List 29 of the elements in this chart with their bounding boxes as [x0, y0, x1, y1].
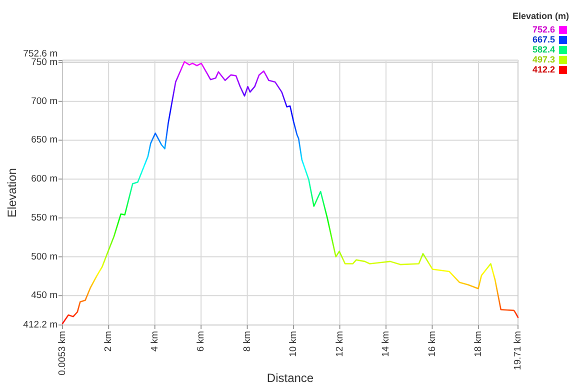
y-tick-label: 650 m [31, 134, 58, 146]
x-tick-label: 14 km [380, 330, 392, 357]
x-tick-label: 4 km [149, 330, 160, 352]
y-tick-label: 550 m [31, 212, 58, 224]
x-tick-label: 2 km [103, 330, 114, 352]
line-series [62, 61, 519, 324]
color-bar-label: 752.6 [532, 24, 555, 34]
x-tick-label: 6 km [196, 330, 207, 352]
color-bar-title: Elevation (m) [512, 11, 569, 21]
y-axis-title: Elevation [5, 168, 19, 218]
x-tick-label: 12 km [334, 330, 346, 357]
x-tick-label: 16 km [426, 330, 438, 357]
x-tick-label: 8 km [242, 330, 253, 352]
y-tick-label: 700 m [31, 96, 58, 107]
ref-line-label: 752.6 m [23, 48, 58, 60]
x-axis-title: Distance [266, 371, 314, 385]
x-tick-label: 10 km [288, 330, 300, 357]
y-tick-label: 750 m [31, 57, 58, 68]
color-bar-label: 497.3 [532, 54, 555, 64]
y-tick-label: 500 m [31, 251, 58, 262]
y-tick-label: 412.2 m [23, 320, 58, 331]
y-tick-label: 450 m [31, 290, 58, 302]
color-bar-label: 667.5 [532, 34, 555, 44]
color-bar-label: 412.2 [532, 64, 555, 74]
x-tick-label: 18 km [472, 330, 484, 357]
color-bar-label: 582.4 [532, 44, 555, 54]
x-tick-label: 0.0053 km [57, 330, 68, 376]
x-tick-label: 19.71 km [512, 330, 524, 370]
y-tick-label: 600 m [31, 174, 58, 185]
